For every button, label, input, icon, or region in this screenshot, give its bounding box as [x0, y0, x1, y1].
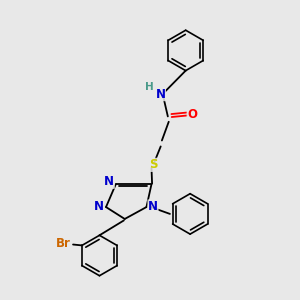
Text: N: N: [155, 88, 165, 100]
Text: N: N: [148, 200, 158, 213]
Text: S: S: [149, 158, 157, 171]
Text: N: N: [104, 175, 114, 188]
Text: H: H: [145, 82, 154, 92]
Text: O: O: [187, 108, 197, 122]
Text: Br: Br: [56, 237, 71, 250]
Text: N: N: [94, 200, 103, 213]
